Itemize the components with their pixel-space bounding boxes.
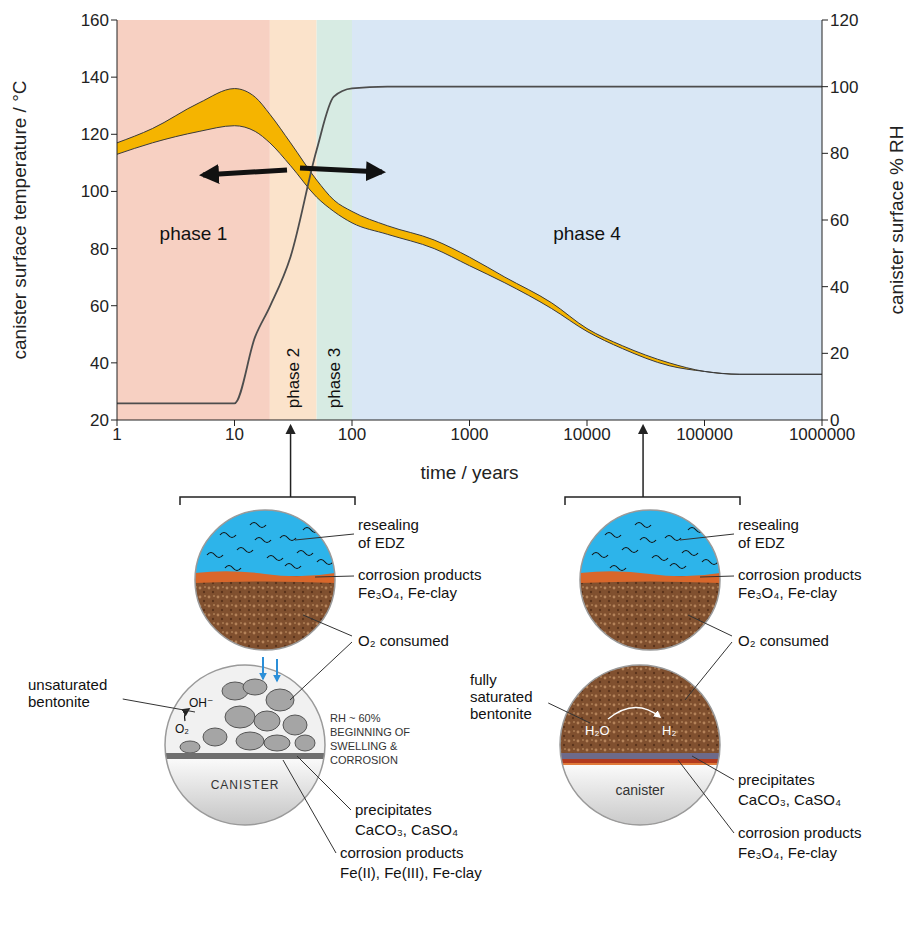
svg-text:phase 3: phase 3 <box>325 348 344 409</box>
svg-text:20: 20 <box>830 344 849 363</box>
svg-text:H₂: H₂ <box>662 723 676 738</box>
svg-text:resealingof EDZ: resealingof EDZ <box>358 516 419 551</box>
svg-text:60: 60 <box>830 211 849 230</box>
svg-text:canister: canister <box>615 782 664 798</box>
svg-text:100: 100 <box>81 182 109 201</box>
svg-text:140: 140 <box>81 68 109 87</box>
svg-text:canister surface % RH: canister surface % RH <box>886 125 907 314</box>
svg-text:100000: 100000 <box>676 425 733 444</box>
svg-text:precipitatesCaCO₃, CaSO₄: precipitatesCaCO₃, CaSO₄ <box>738 771 841 808</box>
svg-text:corrosion productsFe₃O₄, Fe-cl: corrosion productsFe₃O₄, Fe-clay <box>358 566 481 601</box>
svg-text:160: 160 <box>81 11 109 30</box>
svg-text:CANISTER: CANISTER <box>211 778 280 792</box>
svg-text:O₂ consumed: O₂ consumed <box>738 632 829 649</box>
svg-text:100: 100 <box>338 425 366 444</box>
svg-text:phase 1: phase 1 <box>160 223 228 244</box>
svg-text:80: 80 <box>90 240 109 259</box>
svg-text:1000: 1000 <box>451 425 489 444</box>
svg-text:1000000: 1000000 <box>789 425 855 444</box>
svg-text:corrosion productsFe(II), Fe(I: corrosion productsFe(II), Fe(III), Fe-cl… <box>340 844 482 881</box>
svg-text:1: 1 <box>112 425 121 444</box>
svg-text:OH⁻: OH⁻ <box>189 696 213 710</box>
svg-text:O₂ consumed: O₂ consumed <box>358 632 449 649</box>
svg-text:resealingof EDZ: resealingof EDZ <box>738 516 799 551</box>
svg-text:unsaturatedbentonite: unsaturatedbentonite <box>28 676 107 710</box>
svg-text:10000: 10000 <box>563 425 610 444</box>
svg-text:O₂: O₂ <box>175 722 189 736</box>
svg-text:RH ~ 60%BEGINNING OFSWELLING &: RH ~ 60%BEGINNING OFSWELLING &CORROSION <box>330 712 410 766</box>
svg-text:120: 120 <box>81 125 109 144</box>
svg-text:precipitatesCaCO₃, CaSO₄: precipitatesCaCO₃, CaSO₄ <box>355 801 458 838</box>
svg-text:corrosion productsFe₃O₄, Fe-cl: corrosion productsFe₃O₄, Fe-clay <box>738 566 861 601</box>
svg-text:0: 0 <box>830 411 839 430</box>
svg-text:40: 40 <box>90 354 109 373</box>
svg-text:time / years: time / years <box>420 462 518 483</box>
svg-text:120: 120 <box>830 11 858 30</box>
svg-text:10: 10 <box>225 425 244 444</box>
svg-text:100: 100 <box>830 78 858 97</box>
svg-text:phase 4: phase 4 <box>553 223 621 244</box>
svg-text:canister surface temperature /: canister surface temperature / °C <box>9 81 30 360</box>
svg-text:80: 80 <box>830 144 849 163</box>
svg-text:H₂O: H₂O <box>585 723 610 738</box>
svg-text:fullysaturatedbentonite: fullysaturatedbentonite <box>470 671 533 722</box>
svg-text:60: 60 <box>90 297 109 316</box>
svg-text:phase 2: phase 2 <box>284 348 303 409</box>
svg-text:corrosion productsFe₃O₄, Fe-cl: corrosion productsFe₃O₄, Fe-clay <box>738 824 861 861</box>
svg-text:40: 40 <box>830 278 849 297</box>
svg-text:20: 20 <box>90 411 109 430</box>
